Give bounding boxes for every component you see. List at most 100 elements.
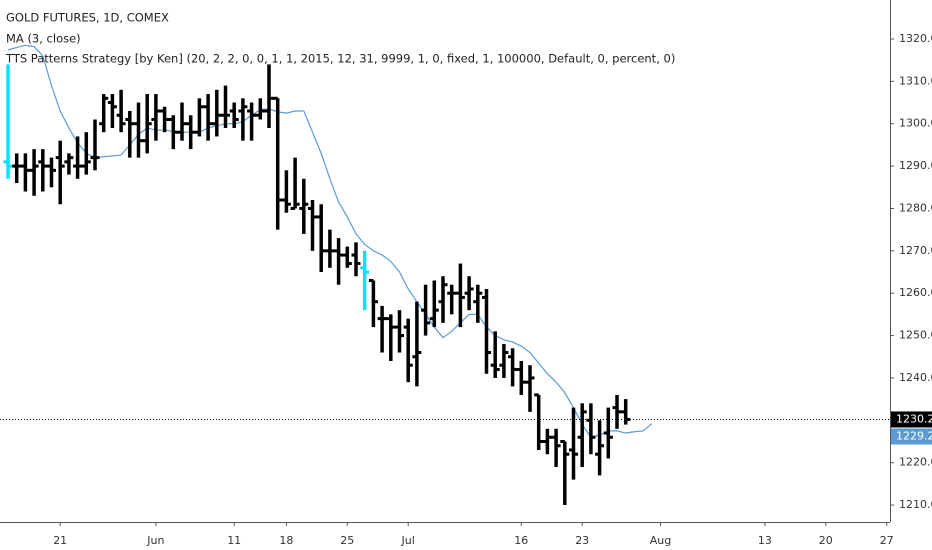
- ohlc-bar: [125, 111, 135, 158]
- ohlc-bar: [542, 428, 552, 455]
- x-tick-label: 23: [575, 534, 589, 547]
- ohlc-bar: [516, 360, 526, 395]
- ohlc-bar: [186, 115, 196, 150]
- ohlc-bar: [482, 288, 491, 374]
- ohlc-bar: [99, 94, 109, 133]
- ohlc-bar: [595, 420, 605, 476]
- ohlc-bar: [464, 276, 474, 311]
- ohlc-bar: [238, 98, 248, 141]
- x-tick-label: Jun: [146, 534, 164, 547]
- y-tick-label: 1210.0: [899, 498, 932, 511]
- ohlc-bar: [377, 305, 387, 353]
- ohlc-bar: [160, 106, 170, 133]
- last-price-box: [891, 411, 932, 428]
- x-tick-label: Aug: [650, 534, 671, 547]
- ohlc-bar: [473, 284, 483, 323]
- x-tick-label: 18: [279, 534, 293, 547]
- ohlc-bar: [551, 428, 561, 467]
- ohlc-bar: [194, 98, 204, 137]
- ohlc-bar: [455, 263, 465, 328]
- ohlc-bar: [351, 242, 361, 277]
- ohlc-bar: [603, 407, 613, 459]
- x-tick-label: 25: [340, 534, 354, 547]
- ohlc-bar: [142, 94, 152, 154]
- ohlc-bar: [438, 276, 448, 323]
- ohlc-bar: [386, 314, 396, 361]
- ohlc-bar: [490, 331, 500, 378]
- ohlc-bar: [586, 403, 596, 455]
- ohlc-bar: [360, 250, 370, 311]
- ohlc-bar: [403, 318, 413, 383]
- x-tick-label: 21: [53, 534, 67, 547]
- ohlc-bar: [116, 89, 126, 133]
- ohlc-bar: [64, 153, 74, 175]
- ohlc-bar: [212, 89, 222, 137]
- ohlc-bar: [577, 403, 587, 467]
- y-tick-label: 1220.0: [899, 456, 932, 469]
- ma-line: [7, 44, 653, 438]
- legend-entry: TTS Patterns Strategy [by Ken] (20, 2, 2…: [5, 52, 675, 66]
- ohlc-bar: [168, 115, 178, 150]
- ohlc-bar: [299, 178, 309, 234]
- ohlc-bar: [134, 102, 143, 158]
- chart-title: GOLD FUTURES, 1D, COMEX: [6, 11, 169, 25]
- ohlc-bar: [177, 102, 187, 141]
- ohlc-bar: [534, 393, 544, 450]
- ohlc-bar: [421, 284, 431, 336]
- ohlc-bar: [290, 157, 300, 210]
- ohlc-bar: [12, 153, 22, 184]
- ohlc-bar: [499, 344, 509, 378]
- x-tick-label: 20: [819, 534, 833, 547]
- ohlc-bar: [47, 157, 56, 188]
- ohlc-bar: [229, 102, 239, 128]
- x-tick-label: 27: [880, 534, 894, 547]
- x-tick-label: 16: [514, 534, 528, 547]
- ohlc-bar: [221, 85, 230, 128]
- ohlc-bar: [203, 94, 213, 141]
- ohlc-bar: [264, 64, 274, 128]
- ohlc-bar: [247, 102, 257, 141]
- y-tick-label: 1260.0: [899, 286, 932, 299]
- ohlc-bar: [107, 94, 117, 128]
- ma-last-box: [891, 428, 932, 445]
- ohlc-bar: [255, 98, 265, 120]
- ohlc-bar: [525, 365, 535, 412]
- ohlc-bar: [368, 278, 378, 328]
- legend-entry: MA (3, close): [6, 32, 81, 46]
- last-price-label: 1230.2: [896, 412, 932, 425]
- y-tick-label: 1310.0: [899, 74, 932, 87]
- ohlc-bar: [90, 119, 100, 171]
- x-tick-label: Jul: [401, 534, 415, 547]
- ohlc-bar: [55, 140, 65, 205]
- ohlc-bar: [151, 94, 161, 141]
- ohlc-bar: [81, 132, 91, 175]
- x-tick-label: 11: [227, 534, 241, 547]
- ohlc-bar: [38, 149, 48, 192]
- ma-last-label: 1229.2: [896, 429, 932, 442]
- ohlc-bar: [395, 310, 404, 353]
- ohlc-bar: [508, 348, 518, 387]
- y-tick-label: 1300.0: [899, 117, 932, 130]
- ohlc-bar: [612, 394, 622, 429]
- ohlc-bar: [20, 153, 30, 192]
- ohlc-bar: [447, 284, 457, 315]
- y-tick-label: 1240.0: [899, 371, 932, 384]
- ohlc-bar: [316, 204, 326, 273]
- ohlc-bar: [281, 170, 291, 213]
- ohlc-bar: [325, 229, 335, 268]
- ohlc-bar: [273, 96, 283, 230]
- y-tick-label: 1320.0: [899, 32, 932, 45]
- ohlc-bar: [308, 199, 317, 251]
- y-tick-label: 1280.0: [899, 201, 932, 214]
- ohlc-bar: [29, 149, 39, 196]
- ohlc-bar: [412, 301, 422, 387]
- ohlc-bar: [429, 280, 439, 328]
- ohlc-bar: [342, 246, 352, 268]
- ohlc-bar: [334, 238, 344, 285]
- ohlc-bar: [73, 136, 83, 179]
- y-tick-label: 1250.0: [899, 329, 932, 342]
- ohlc-bar: [560, 439, 570, 506]
